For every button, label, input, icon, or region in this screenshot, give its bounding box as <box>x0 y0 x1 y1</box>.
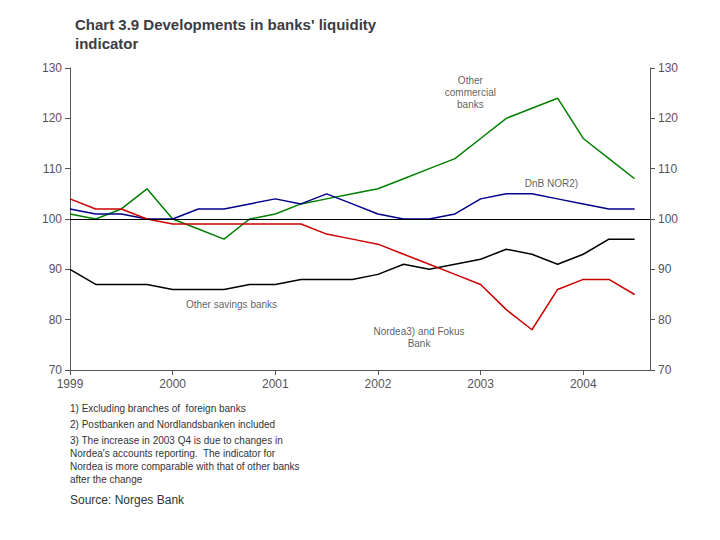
svg-text:90: 90 <box>658 262 672 276</box>
svg-text:100: 100 <box>658 212 678 226</box>
svg-text:2001: 2001 <box>262 377 289 391</box>
svg-text:Source: Norges Bank: Source: Norges Bank <box>70 493 185 507</box>
svg-text:1) Excluding branches of fore: 1) Excluding branches of foreign banks <box>70 403 246 414</box>
svg-text:110: 110 <box>658 162 677 176</box>
svg-text:Other savings banks: Other savings banks <box>186 299 277 310</box>
svg-text:2003: 2003 <box>467 377 494 391</box>
svg-text:120: 120 <box>658 111 678 125</box>
svg-text:80: 80 <box>49 313 63 327</box>
svg-text:2004: 2004 <box>570 377 597 391</box>
svg-text:Other: Other <box>458 75 484 86</box>
svg-text:after the change: after the change <box>70 474 143 485</box>
svg-text:banks: banks <box>457 99 484 110</box>
svg-text:1999: 1999 <box>57 377 84 391</box>
svg-text:130: 130 <box>658 61 678 75</box>
svg-text:70: 70 <box>49 363 63 377</box>
svg-text:90: 90 <box>49 262 63 276</box>
svg-text:2) Postbanken and Nordlandsban: 2) Postbanken and Nordlandsbanken includ… <box>70 419 275 430</box>
svg-text:70: 70 <box>658 363 672 377</box>
svg-text:3) The increase in 2003 Q4 is: 3) The increase in 2003 Q4 is due to cha… <box>70 435 283 446</box>
svg-text:2002: 2002 <box>365 377 392 391</box>
svg-text:commercial: commercial <box>445 87 496 98</box>
svg-text:Chart 3.9 Developments in bank: Chart 3.9 Developments in banks' liquidi… <box>75 16 377 33</box>
svg-text:Nordea3) and Fokus: Nordea3) and Fokus <box>373 326 464 337</box>
svg-text:Bank: Bank <box>408 338 432 349</box>
svg-text:120: 120 <box>42 111 62 125</box>
svg-text:Nordea's accounts reporting.: Nordea's accounts reporting. The indicat… <box>70 448 276 459</box>
svg-text:indicator: indicator <box>75 35 139 52</box>
svg-text:DnB NOR2): DnB NOR2) <box>525 178 578 189</box>
svg-text:Nordea is more comparable with: Nordea is more comparable with that of o… <box>70 461 300 472</box>
svg-text:2000: 2000 <box>159 377 186 391</box>
svg-text:80: 80 <box>658 313 672 327</box>
svg-text:100: 100 <box>42 212 62 226</box>
svg-text:110: 110 <box>43 162 62 176</box>
svg-text:130: 130 <box>42 61 62 75</box>
